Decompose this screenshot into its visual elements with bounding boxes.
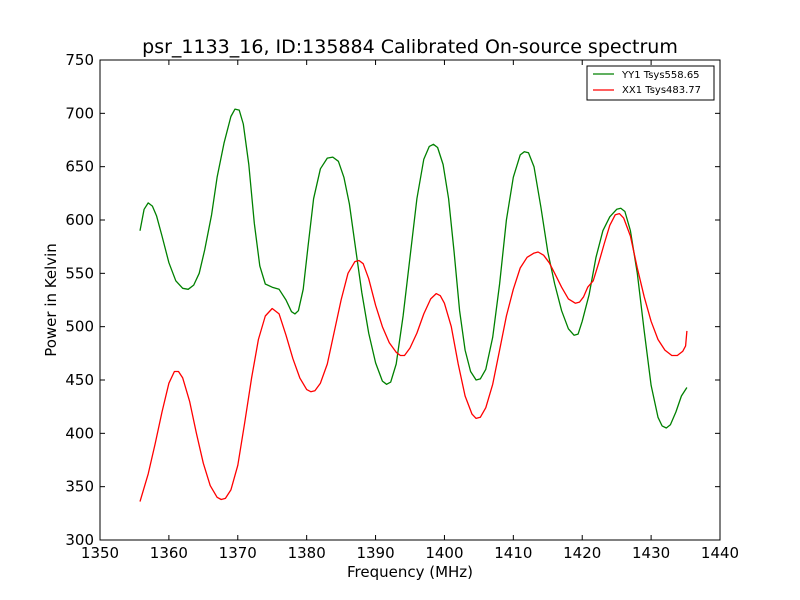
axes-frame <box>99 59 721 541</box>
y-tick-label: 550 <box>65 264 94 282</box>
y-tick-label: 750 <box>65 51 94 69</box>
y-tick-label: 500 <box>65 318 94 336</box>
y-tick-label: 300 <box>65 531 94 549</box>
legend-label-yy1: YY1 Tsys558.65 <box>621 70 700 81</box>
ticks-layer: 1350 1360 1370 1380 1390 1400 1410 1420 1430 1440… <box>65 51 739 562</box>
plot-area: 1350 1360 1370 1380 1390 1400 1410 1420 1430 1440… <box>65 51 739 562</box>
legend: YY1 Tsys558.65 XX1 Tsys483.77 <box>586 65 715 101</box>
x-tick-label: 1370 <box>219 544 257 562</box>
x-tick-label: 1360 <box>150 544 188 562</box>
legend-label-xx1: XX1 Tsys483.77 <box>622 85 701 96</box>
y-axis-label: Power in Kelvin <box>42 243 60 357</box>
chart-title: psr_1133_16, ID:135884 Calibrated On-sou… <box>142 36 678 58</box>
x-tick-label: 1420 <box>563 544 601 562</box>
y-tick-label: 700 <box>65 104 94 122</box>
series-layer <box>139 108 688 502</box>
x-tick-label: 1400 <box>425 544 463 562</box>
series-line-xx1 <box>139 212 688 502</box>
x-tick-label: 1410 <box>494 544 532 562</box>
x-tick-label: 1440 <box>701 544 739 562</box>
y-tick-label: 600 <box>65 211 94 229</box>
series-line-yy1 <box>139 108 688 429</box>
y-tick-label: 450 <box>65 371 94 389</box>
x-axis-label: Frequency (MHz) <box>347 563 473 581</box>
x-tick-label: 1380 <box>288 544 326 562</box>
x-tick-label: 1390 <box>356 544 394 562</box>
y-tick-label: 350 <box>65 478 94 496</box>
legend-box <box>586 65 715 101</box>
y-tick-label: 650 <box>65 158 94 176</box>
x-tick-label: 1430 <box>632 544 670 562</box>
x-tick-label: 1350 <box>81 544 119 562</box>
y-tick-label: 400 <box>65 424 94 442</box>
